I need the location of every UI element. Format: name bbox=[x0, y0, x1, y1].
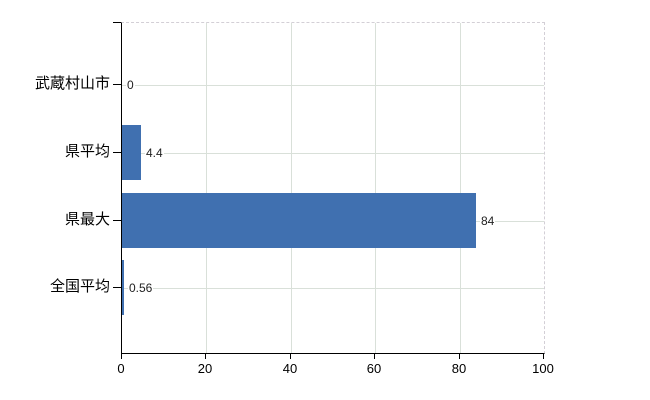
x-axis-tick bbox=[459, 353, 460, 359]
x-axis-tick bbox=[205, 353, 206, 359]
x-axis-tick bbox=[374, 353, 375, 359]
horizontal-gridline bbox=[122, 85, 544, 86]
x-axis-tick bbox=[121, 353, 122, 359]
vertical-gridline bbox=[206, 23, 207, 353]
category-label: 県平均 bbox=[64, 143, 110, 160]
category-label: 県最大 bbox=[64, 211, 110, 228]
bar-value-label: 4.4 bbox=[145, 146, 164, 160]
bar bbox=[122, 260, 124, 315]
category-tick bbox=[113, 220, 121, 221]
bar-value-label: 84 bbox=[480, 214, 496, 228]
x-tick-label: 60 bbox=[366, 361, 382, 376]
horizontal-gridline bbox=[122, 288, 544, 289]
vertical-gridline bbox=[375, 23, 376, 353]
x-tick-label: 20 bbox=[197, 361, 213, 376]
x-tick-label: 0 bbox=[117, 361, 125, 376]
bar-value-label: 0 bbox=[126, 78, 135, 92]
category-tick bbox=[113, 84, 121, 85]
x-tick-label: 80 bbox=[451, 361, 467, 376]
bar bbox=[122, 193, 476, 248]
category-label: 全国平均 bbox=[49, 278, 110, 295]
x-tick-label: 40 bbox=[282, 361, 298, 376]
x-axis-tick bbox=[543, 353, 544, 359]
x-axis-tick bbox=[290, 353, 291, 359]
category-tick bbox=[113, 152, 121, 153]
vertical-gridline bbox=[291, 23, 292, 353]
plot-area: 0 4.4 84 0.56 bbox=[121, 22, 545, 354]
y-axis-top-tick bbox=[113, 22, 121, 23]
x-tick-label: 100 bbox=[532, 361, 554, 376]
bar bbox=[122, 125, 141, 180]
horizontal-gridline bbox=[122, 153, 544, 154]
category-tick bbox=[113, 287, 121, 288]
category-label: 武蔵村山市 bbox=[34, 75, 110, 92]
bar-value-label: 0.56 bbox=[128, 281, 154, 295]
vertical-gridline bbox=[460, 23, 461, 353]
